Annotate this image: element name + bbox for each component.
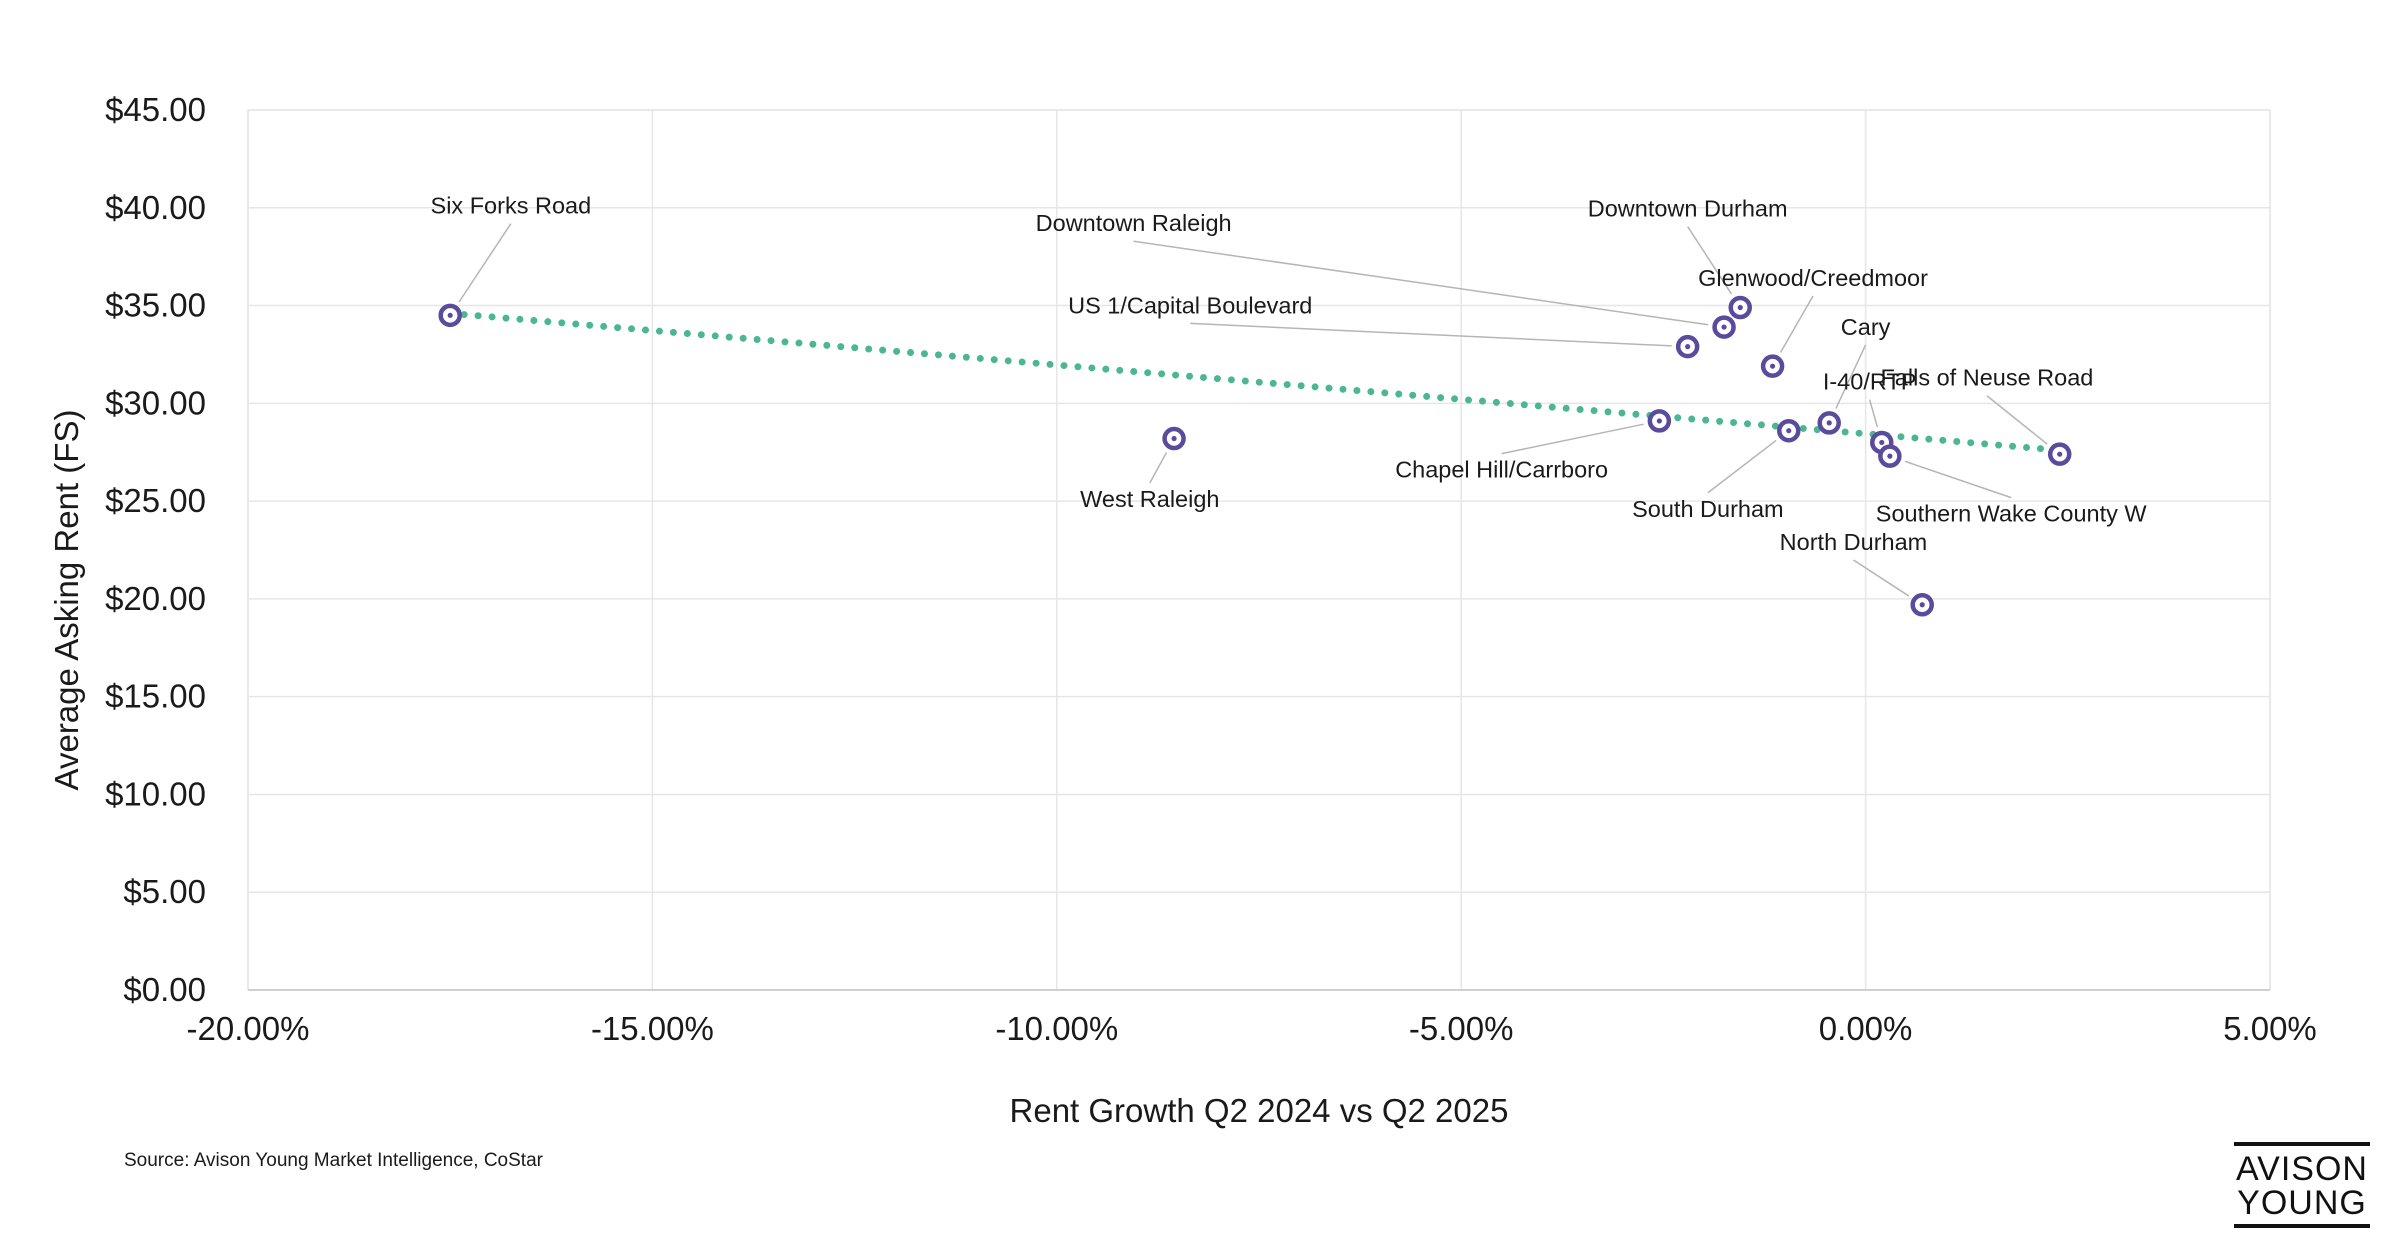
leader-line [1687,226,1733,295]
data-point-center [447,312,453,318]
data-point-center [1737,304,1743,311]
trendline [446,309,2064,454]
plot-area [247,109,2271,991]
data-point-center [1919,602,1925,608]
point-label: Cary [1841,314,1891,340]
y-tick-label: $5.00 [123,873,206,910]
y-axis-title: Average Asking Rent (FS) [48,410,85,791]
point-label: Chapel Hill/Carrboro [1395,457,1608,483]
data-point-center [1786,428,1792,434]
y-tick-label: $35.00 [105,287,206,324]
leader-line [1190,322,1672,347]
source-note: Source: Avison Young Market Intelligence… [124,1150,543,1171]
y-tick-label: $25.00 [105,482,206,519]
leader-line [458,223,512,303]
leader-line [1133,240,1709,326]
data-point-center [1826,420,1832,426]
leader-line [1835,344,1867,409]
point-label: US 1/Capital Boulevard [1068,292,1312,318]
logo-line-1: AVISON [2236,1150,2368,1188]
x-tick-label: -15.00% [591,1010,714,1047]
leader-line [1707,439,1777,494]
y-tick-label: $10.00 [105,775,206,812]
point-label: North Durham [1780,529,1928,555]
x-tick-label: 0.00% [1819,1010,1913,1047]
point-label: I-40/RTP [1823,369,1917,395]
leader-line [1779,295,1814,353]
data-point-center [1685,344,1691,350]
leader-line [1149,452,1168,484]
y-tick-label: $45.00 [105,91,206,128]
data-point-center [1879,439,1885,446]
y-tick-label: $15.00 [105,678,206,715]
data-point-center [1769,363,1776,369]
point-label: Southern Wake County W [1876,501,2148,527]
avison-young-logo: AVISON YOUNG [2234,1142,2370,1228]
data-point-center [1656,418,1662,424]
data-point-center [1171,435,1177,442]
point-label: Six Forks Road [431,193,592,219]
leader-line [1986,395,2048,445]
data-point-center [1887,453,1893,459]
y-tick-label: $0.00 [123,971,206,1008]
x-tick-label: -10.00% [995,1010,1118,1047]
point-label: Falls of Neuse Road [1880,365,2093,391]
point-label: Downtown Raleigh [1036,210,1232,236]
point-label: Glenwood/Creedmoor [1698,265,1928,291]
data-point-center [2057,451,2063,457]
point-label: Downtown Durham [1588,196,1788,222]
leader-line [1853,559,1910,597]
y-tick-label: $30.00 [105,384,206,421]
x-tick-label: -20.00% [187,1010,310,1047]
x-tick-label: 5.00% [2223,1010,2317,1047]
data-point-center [1721,324,1727,330]
point-label: South Durham [1632,496,1784,522]
leader-line [1501,423,1644,455]
leader-line [1868,399,1879,428]
leader-line [1904,460,2012,499]
y-tick-label: $40.00 [105,189,206,226]
x-axis-title: Rent Growth Q2 2024 vs Q2 2025 [1010,1092,1509,1129]
logo-line-2: YOUNG [2237,1184,2367,1222]
x-tick-label: -5.00% [1409,1010,1514,1047]
y-tick-label: $20.00 [105,580,206,617]
point-label: West Raleigh [1080,486,1219,512]
